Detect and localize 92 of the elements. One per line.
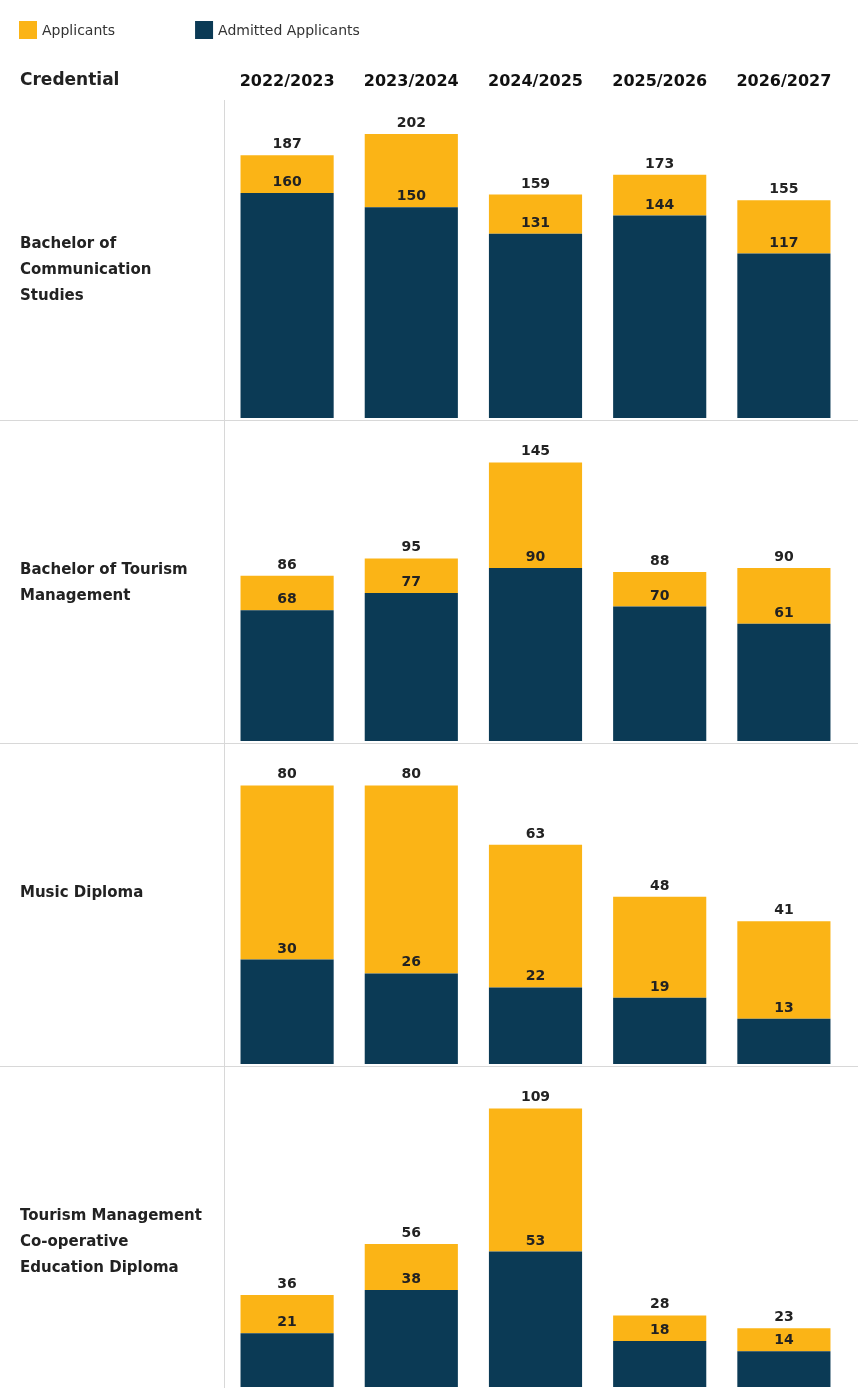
data-label: 61 — [774, 603, 794, 620]
total-label: 95 — [401, 538, 422, 555]
total-label: 80 — [277, 765, 298, 782]
total-label: 109 — [520, 1088, 551, 1105]
data-label: 19 — [649, 977, 670, 994]
data-label: 22 — [525, 967, 546, 984]
data-label: 14 — [774, 1331, 794, 1348]
data-label: 13 — [774, 998, 794, 1015]
bar — [488, 1108, 583, 1252]
total-label: 80 — [401, 765, 422, 782]
data-label: 131 — [520, 213, 551, 230]
bar — [364, 558, 458, 594]
data-label: 77 — [401, 573, 422, 590]
bar — [737, 921, 831, 1019]
total-label: 48 — [649, 876, 670, 893]
data-label: 18 — [649, 1321, 670, 1337]
text: Tourism Management Co-operative Education Diploma — [20, 1206, 208, 1276]
total-label: 86 — [277, 555, 297, 572]
data-label: 68 — [277, 590, 297, 607]
bar — [613, 215, 707, 418]
bar — [488, 987, 583, 1064]
total-label: 155 — [769, 180, 799, 197]
bar — [488, 233, 583, 418]
bar — [737, 1351, 831, 1387]
bar — [240, 1294, 334, 1334]
bar — [364, 1243, 458, 1290]
bar — [240, 575, 334, 611]
bar — [613, 606, 707, 741]
bar — [613, 1315, 707, 1341]
total-label: 56 — [401, 1223, 422, 1240]
bar — [737, 623, 831, 741]
bar — [364, 785, 458, 974]
data-label: 26 — [401, 953, 422, 970]
x-tick-label: 2024/2025 — [488, 70, 583, 90]
data-label: 150 — [396, 187, 427, 204]
x-tick-label: 2022/2023 — [239, 70, 335, 90]
data-label: 117 — [769, 233, 799, 250]
bar — [364, 1289, 458, 1387]
total-label: 36 — [277, 1274, 297, 1291]
bar — [737, 1328, 831, 1352]
bar — [488, 462, 583, 569]
total-label: 145 — [520, 442, 551, 459]
x-tick-label: 2026/2027 — [736, 70, 832, 90]
data-label: 38 — [401, 1269, 422, 1286]
total-label: 173 — [645, 154, 675, 171]
text: Credential — [20, 68, 120, 89]
text: Music Diploma — [20, 883, 144, 901]
data-label: 30 — [277, 939, 298, 956]
data-label: 21 — [277, 1313, 297, 1330]
text: Bachelor of Communication Studies — [20, 234, 157, 304]
bar — [488, 1251, 583, 1387]
bar — [240, 1333, 334, 1387]
bar — [364, 134, 458, 208]
bar — [364, 593, 458, 741]
bar — [488, 194, 583, 234]
total-label: 23 — [774, 1308, 794, 1325]
x-tick-label: 2023/2024 — [363, 70, 459, 90]
bar — [488, 844, 583, 988]
total-label: 28 — [649, 1295, 670, 1312]
text: Bachelor of Tourism Management — [20, 560, 193, 604]
bar — [364, 207, 458, 418]
total-label: 159 — [520, 174, 551, 191]
bar — [364, 973, 458, 1064]
total-label: 41 — [774, 901, 794, 918]
bar — [613, 997, 707, 1064]
bar — [240, 959, 334, 1064]
total-label: 88 — [649, 551, 670, 568]
data-label: 144 — [645, 195, 675, 212]
total-label: 63 — [525, 824, 546, 841]
x-tick-label: 2025/2026 — [612, 70, 708, 90]
bar — [613, 571, 707, 607]
data-label: 53 — [525, 1231, 546, 1248]
bar — [737, 200, 831, 254]
bar — [737, 1018, 831, 1064]
legend-label: Admitted Applicants — [218, 22, 360, 38]
total-label: 202 — [396, 114, 426, 131]
legend-label: Applicants — [42, 22, 116, 38]
data-label: 90 — [525, 548, 546, 565]
total-label: 187 — [272, 135, 302, 152]
data-label: 160 — [272, 173, 302, 190]
bar — [240, 193, 334, 418]
bar — [613, 896, 707, 998]
bar — [613, 174, 707, 216]
bar — [240, 155, 334, 194]
bar — [488, 568, 583, 741]
bar — [737, 253, 831, 418]
bar — [240, 785, 334, 960]
total-label: 90 — [774, 548, 794, 565]
bar — [737, 568, 831, 624]
bar — [613, 1341, 707, 1387]
data-label: 70 — [649, 586, 670, 603]
bar — [240, 610, 334, 741]
